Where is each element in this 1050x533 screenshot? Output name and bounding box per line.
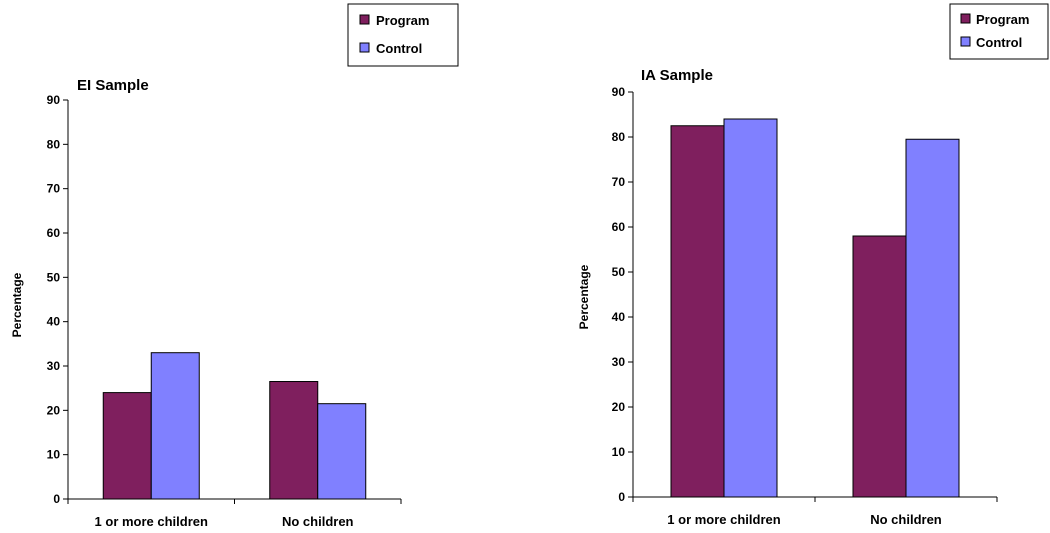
plot-area-ei: 1 or more children No children 0 10 20 30 40 50… bbox=[47, 93, 402, 529]
legend-box-ei bbox=[347, 3, 459, 67]
bar-ia-program-1 bbox=[670, 125, 725, 498]
chart-title-ia: IA Sample bbox=[641, 67, 713, 84]
y-tick-label-ia-30: 30 bbox=[612, 355, 626, 369]
y-tick-label-ia-80: 80 bbox=[612, 130, 626, 144]
bar-ia-control-1 bbox=[723, 118, 778, 498]
chart-ei: EI Sample Percentage Program Control 1 o… bbox=[10, 3, 459, 529]
x-tick-label-ia-1: 1 or more children bbox=[667, 512, 780, 527]
legend-swatch-control-ia bbox=[960, 36, 971, 47]
legend-label-program-ei: Program bbox=[376, 13, 429, 28]
y-tick-label-ia-0: 0 bbox=[618, 490, 625, 504]
chart-title-ei: EI Sample bbox=[77, 77, 149, 94]
legend-ia: Program Control bbox=[949, 3, 1049, 60]
y-tick-label-ia-60: 60 bbox=[612, 220, 626, 234]
y-tick-label-ei-40: 40 bbox=[47, 315, 61, 329]
bar-ei-program-1 bbox=[102, 392, 152, 500]
y-tick-label-ei-70: 70 bbox=[47, 182, 61, 196]
y-tick-label-ei-50: 50 bbox=[47, 270, 61, 284]
bar-ei-control-2 bbox=[317, 403, 367, 500]
x-tick-label-ei-1: 1 or more children bbox=[95, 514, 208, 529]
y-tick-label-ia-90: 90 bbox=[612, 85, 626, 99]
y-axis-label-ei: Percentage bbox=[10, 272, 24, 337]
y-tick-label-ei-30: 30 bbox=[47, 359, 61, 373]
y-tick-label-ia-40: 40 bbox=[612, 310, 626, 324]
legend-ei: Program Control bbox=[347, 3, 459, 67]
legend-label-control-ia: Control bbox=[976, 35, 1022, 50]
y-tick-label-ia-70: 70 bbox=[612, 175, 626, 189]
legend-box-ia bbox=[949, 3, 1049, 60]
y-tick-label-ia-20: 20 bbox=[612, 400, 626, 414]
bar-ei-control-1 bbox=[150, 352, 200, 500]
legend-swatch-program-ei bbox=[359, 14, 370, 25]
legend-label-program-ia: Program bbox=[976, 12, 1029, 27]
legend-swatch-control-ei bbox=[359, 42, 370, 53]
y-tick-label-ei-60: 60 bbox=[47, 226, 61, 240]
plot-area-ia: 1 or more children No children 0 10 20 30 40 50… bbox=[612, 85, 998, 527]
chart-ia: IA Sample Percentage Program Control 1 o… bbox=[577, 3, 1049, 527]
legend-swatch-program-ia bbox=[960, 13, 971, 24]
legend-label-control-ei: Control bbox=[376, 41, 422, 56]
y-tick-label-ei-80: 80 bbox=[47, 137, 61, 151]
y-tick-label-ei-20: 20 bbox=[47, 403, 61, 417]
y-axis-label-ia: Percentage bbox=[577, 264, 591, 329]
bar-ei-program-2 bbox=[269, 381, 319, 500]
y-tick-label-ia-10: 10 bbox=[612, 445, 626, 459]
y-tick-label-ei-90: 90 bbox=[47, 93, 61, 107]
y-tick-label-ei-10: 10 bbox=[47, 448, 61, 462]
y-tick-label-ei-0: 0 bbox=[53, 492, 60, 506]
bar-ia-control-2 bbox=[905, 138, 960, 498]
x-tick-label-ei-2: No children bbox=[282, 514, 354, 529]
y-tick-label-ia-50: 50 bbox=[612, 265, 626, 279]
bar-ia-program-2 bbox=[852, 235, 907, 498]
x-tick-label-ia-2: No children bbox=[870, 512, 942, 527]
